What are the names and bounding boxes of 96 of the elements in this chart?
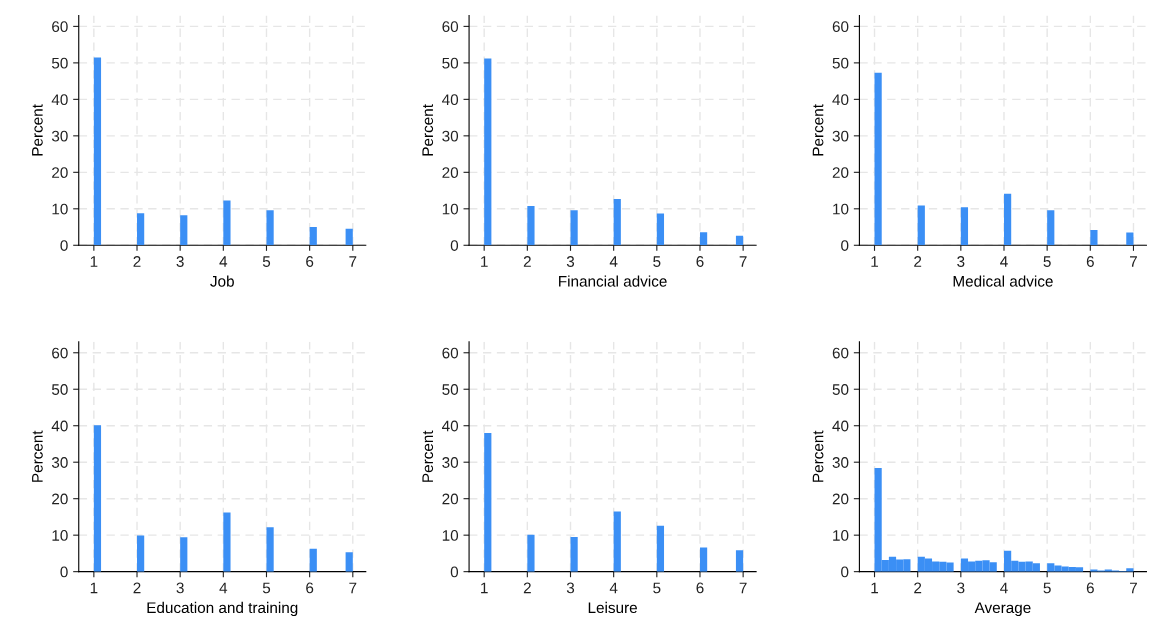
x-tick-label: 2: [133, 256, 141, 267]
x-axis-title: Medical advice: [953, 275, 1053, 287]
y-tick-label: 30: [832, 457, 849, 468]
x-tick-label: 6: [306, 256, 314, 267]
y-tick-label: 0: [60, 240, 68, 251]
y-tick-label: 20: [832, 167, 849, 179]
x-tick-label: 7: [739, 256, 747, 267]
x-tick-label: 7: [349, 582, 357, 594]
x-tick-label: 1: [871, 582, 879, 594]
x-axis-title: Financial advice: [559, 275, 667, 287]
y-tick-label: 60: [52, 21, 68, 33]
y-tick-label: 60: [832, 21, 849, 33]
x-tick-label: 6: [696, 256, 704, 267]
x-tick-label: 2: [914, 582, 922, 594]
x-tick-label: 6: [1086, 582, 1094, 594]
y-tick-label: 10: [442, 530, 459, 541]
y-tick-label: 30: [51, 130, 68, 142]
y-tick-label: 40: [832, 94, 849, 106]
y-tick-label: 20: [832, 493, 849, 505]
y-axis-title: Percent: [422, 104, 434, 156]
y-axis-title: Percent: [812, 430, 824, 482]
x-tick-label: 6: [696, 582, 704, 594]
x-tick-label: 2: [133, 582, 141, 594]
y-tick-label: 10: [442, 203, 459, 215]
x-tick-label: 6: [1086, 256, 1094, 267]
x-tick-label: 7: [349, 256, 357, 267]
y-tick-label: 20: [442, 167, 459, 179]
y-tick-label: 10: [833, 203, 849, 215]
x-tick-label: 4: [1000, 256, 1008, 267]
x-tick-label: 7: [1130, 582, 1137, 594]
y-tick-label: 30: [442, 457, 459, 468]
y-tick-label: 20: [52, 493, 68, 505]
x-tick-label: 4: [219, 582, 228, 594]
y-tick-label: 20: [52, 167, 68, 179]
x-tick-label: 1: [871, 256, 879, 267]
x-axis-title: Job: [210, 275, 234, 287]
y-tick-label: 10: [833, 530, 849, 541]
y-tick-label: 50: [442, 384, 459, 395]
y-tick-label: 10: [52, 203, 68, 215]
x-axis-title: Leisure: [588, 601, 637, 614]
x-tick-label: 3: [566, 256, 575, 267]
y-tick-label: 60: [52, 347, 68, 359]
y-tick-label: 30: [51, 457, 68, 468]
y-tick-label: 60: [442, 21, 459, 33]
y-tick-label: 40: [51, 420, 68, 432]
x-tick-label: 2: [523, 256, 531, 267]
y-tick-label: 10: [52, 530, 68, 541]
x-axis-title: Education and training: [147, 601, 298, 617]
x-tick-label: 5: [653, 256, 661, 267]
y-tick-label: 40: [442, 94, 459, 106]
x-tick-label: 7: [739, 582, 747, 594]
x-tick-label: 2: [523, 582, 531, 594]
x-tick-label: 6: [306, 582, 314, 594]
y-tick-label: 50: [51, 57, 68, 69]
y-tick-label: 50: [442, 57, 459, 69]
x-tick-label: 4: [609, 256, 618, 267]
y-axis-title: Percent: [422, 430, 434, 482]
y-axis-title: Percent: [32, 430, 43, 482]
x-tick-label: 5: [653, 582, 661, 594]
y-tick-label: 60: [442, 347, 459, 359]
y-axis-title: Percent: [812, 104, 824, 156]
x-tick-label: 4: [609, 582, 618, 594]
y-tick-label: 40: [832, 420, 849, 432]
y-tick-label: 30: [442, 130, 459, 142]
x-tick-label: 3: [176, 256, 184, 267]
y-tick-label: 60: [832, 347, 849, 359]
x-tick-label: 3: [957, 582, 965, 594]
x-tick-label: 2: [914, 256, 922, 267]
y-tick-label: 50: [832, 384, 849, 395]
y-tick-label: 40: [51, 94, 68, 106]
y-tick-label: 0: [450, 566, 459, 578]
x-tick-label: 7: [1130, 256, 1137, 267]
y-tick-label: 50: [51, 384, 68, 395]
y-tick-label: 40: [442, 420, 459, 432]
x-tick-label: 5: [1043, 256, 1051, 267]
x-tick-label: 1: [90, 582, 98, 594]
y-tick-label: 50: [832, 57, 849, 69]
x-axis-title: Average: [974, 602, 1031, 617]
y-axis-title: Percent: [32, 104, 43, 156]
x-tick-label: 4: [1000, 582, 1008, 594]
y-tick-label: 20: [442, 493, 459, 505]
y-tick-label: 0: [60, 566, 68, 578]
x-tick-label: 1: [90, 256, 98, 267]
y-tick-label: 0: [841, 566, 849, 578]
x-tick-label: 5: [262, 582, 271, 594]
x-tick-label: 5: [1043, 582, 1051, 594]
x-tick-label: 1: [481, 256, 488, 267]
x-tick-label: 1: [481, 582, 488, 594]
x-tick-label: 5: [262, 256, 271, 267]
x-tick-label: 3: [176, 582, 184, 594]
y-tick-label: 0: [450, 240, 459, 251]
x-tick-label: 3: [957, 256, 965, 267]
y-tick-label: 0: [841, 240, 849, 251]
x-tick-label: 4: [219, 256, 228, 267]
x-tick-label: 3: [566, 582, 575, 594]
y-tick-label: 30: [832, 130, 849, 142]
